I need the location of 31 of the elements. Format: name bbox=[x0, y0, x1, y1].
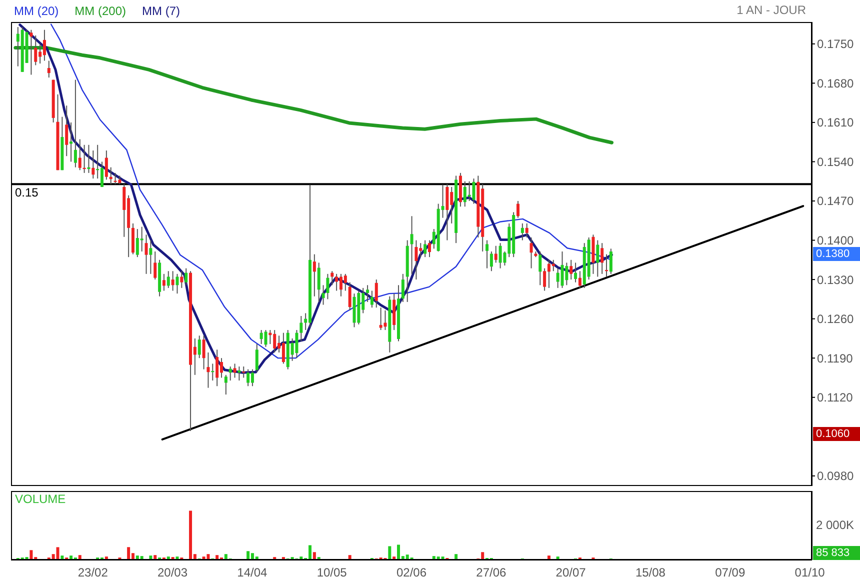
ref-line-label: 0.15 bbox=[15, 186, 39, 200]
x-tick-label: 01/10 bbox=[794, 566, 826, 580]
x-tick-label: 15/08 bbox=[635, 566, 666, 580]
y-tick-label: 0.1470 bbox=[817, 194, 854, 208]
x-tick-label: 20/07 bbox=[556, 566, 586, 580]
series-label: MM (20) bbox=[14, 4, 59, 18]
y-tick-label: 0.1330 bbox=[817, 272, 854, 287]
text: MM (200) bbox=[74, 4, 126, 18]
y-tick-label: 0.1190 bbox=[817, 351, 854, 366]
text: MM (7) bbox=[142, 4, 180, 18]
y-tick-label: 0.1540 bbox=[817, 154, 854, 169]
text: 0.1380 bbox=[813, 247, 860, 262]
y-tick-label: 0.1750 bbox=[817, 37, 854, 52]
chart-subtitle: 1 AN - JOUR bbox=[736, 3, 806, 17]
chart-title: VOLUME bbox=[15, 492, 66, 506]
y-tick-label: 0.1260 bbox=[817, 312, 854, 326]
y-tick-label: 0.1120 bbox=[817, 390, 854, 405]
x-tick-label: 27/06 bbox=[476, 566, 506, 580]
x-tick-label: 10/05 bbox=[316, 566, 348, 580]
text: 85 833 bbox=[813, 546, 860, 560]
x-tick-label: 14/04 bbox=[237, 566, 268, 580]
x-tick-label: 23/02 bbox=[78, 566, 108, 580]
y-tick-label: 0.1610 bbox=[817, 116, 854, 130]
x-tick-label: 20/03 bbox=[158, 566, 188, 580]
x-tick-label: 02/06 bbox=[396, 566, 427, 580]
x-tick-label: 07/09 bbox=[715, 566, 746, 580]
y-tick-label: 0.0980 bbox=[817, 469, 854, 484]
text: 2 000K bbox=[816, 518, 854, 532]
y-tick-label: 0.1680 bbox=[817, 76, 854, 90]
text: 0.1060 bbox=[813, 427, 860, 442]
y-tick-label: 0.1400 bbox=[817, 234, 854, 248]
